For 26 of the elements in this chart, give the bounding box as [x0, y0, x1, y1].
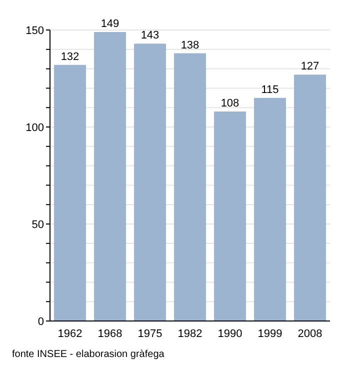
- data-label: 138: [180, 39, 200, 52]
- bar: [94, 32, 126, 321]
- data-label: 149: [100, 18, 120, 30]
- bar: [174, 53, 206, 321]
- x-tick-label: 1975: [138, 328, 162, 340]
- x-tick-label: 1999: [258, 328, 282, 340]
- data-label: 143: [140, 30, 160, 42]
- data-label: 115: [261, 84, 279, 96]
- data-label: 108: [220, 97, 240, 110]
- y-tick-label: 100: [26, 122, 44, 134]
- source-note: fonte INSEE - elaborasion gràfega: [12, 349, 166, 360]
- y-tick-label: 50: [32, 218, 44, 231]
- x-tick-label: 2008: [298, 328, 322, 340]
- bar: [134, 44, 166, 321]
- bar: [294, 74, 326, 321]
- bar: [214, 111, 246, 321]
- y-tick-label: 0: [38, 316, 44, 328]
- x-tick-label: 1990: [218, 328, 242, 340]
- y-tick-label: 150: [26, 24, 44, 37]
- data-label: 132: [60, 50, 80, 63]
- bar: [54, 64, 86, 321]
- data-label: 127: [300, 60, 320, 73]
- bar: [254, 98, 286, 321]
- x-tick-label: 1968: [98, 328, 122, 340]
- x-tick-label: 1962: [58, 328, 82, 340]
- x-tick-label: 1982: [178, 328, 202, 340]
